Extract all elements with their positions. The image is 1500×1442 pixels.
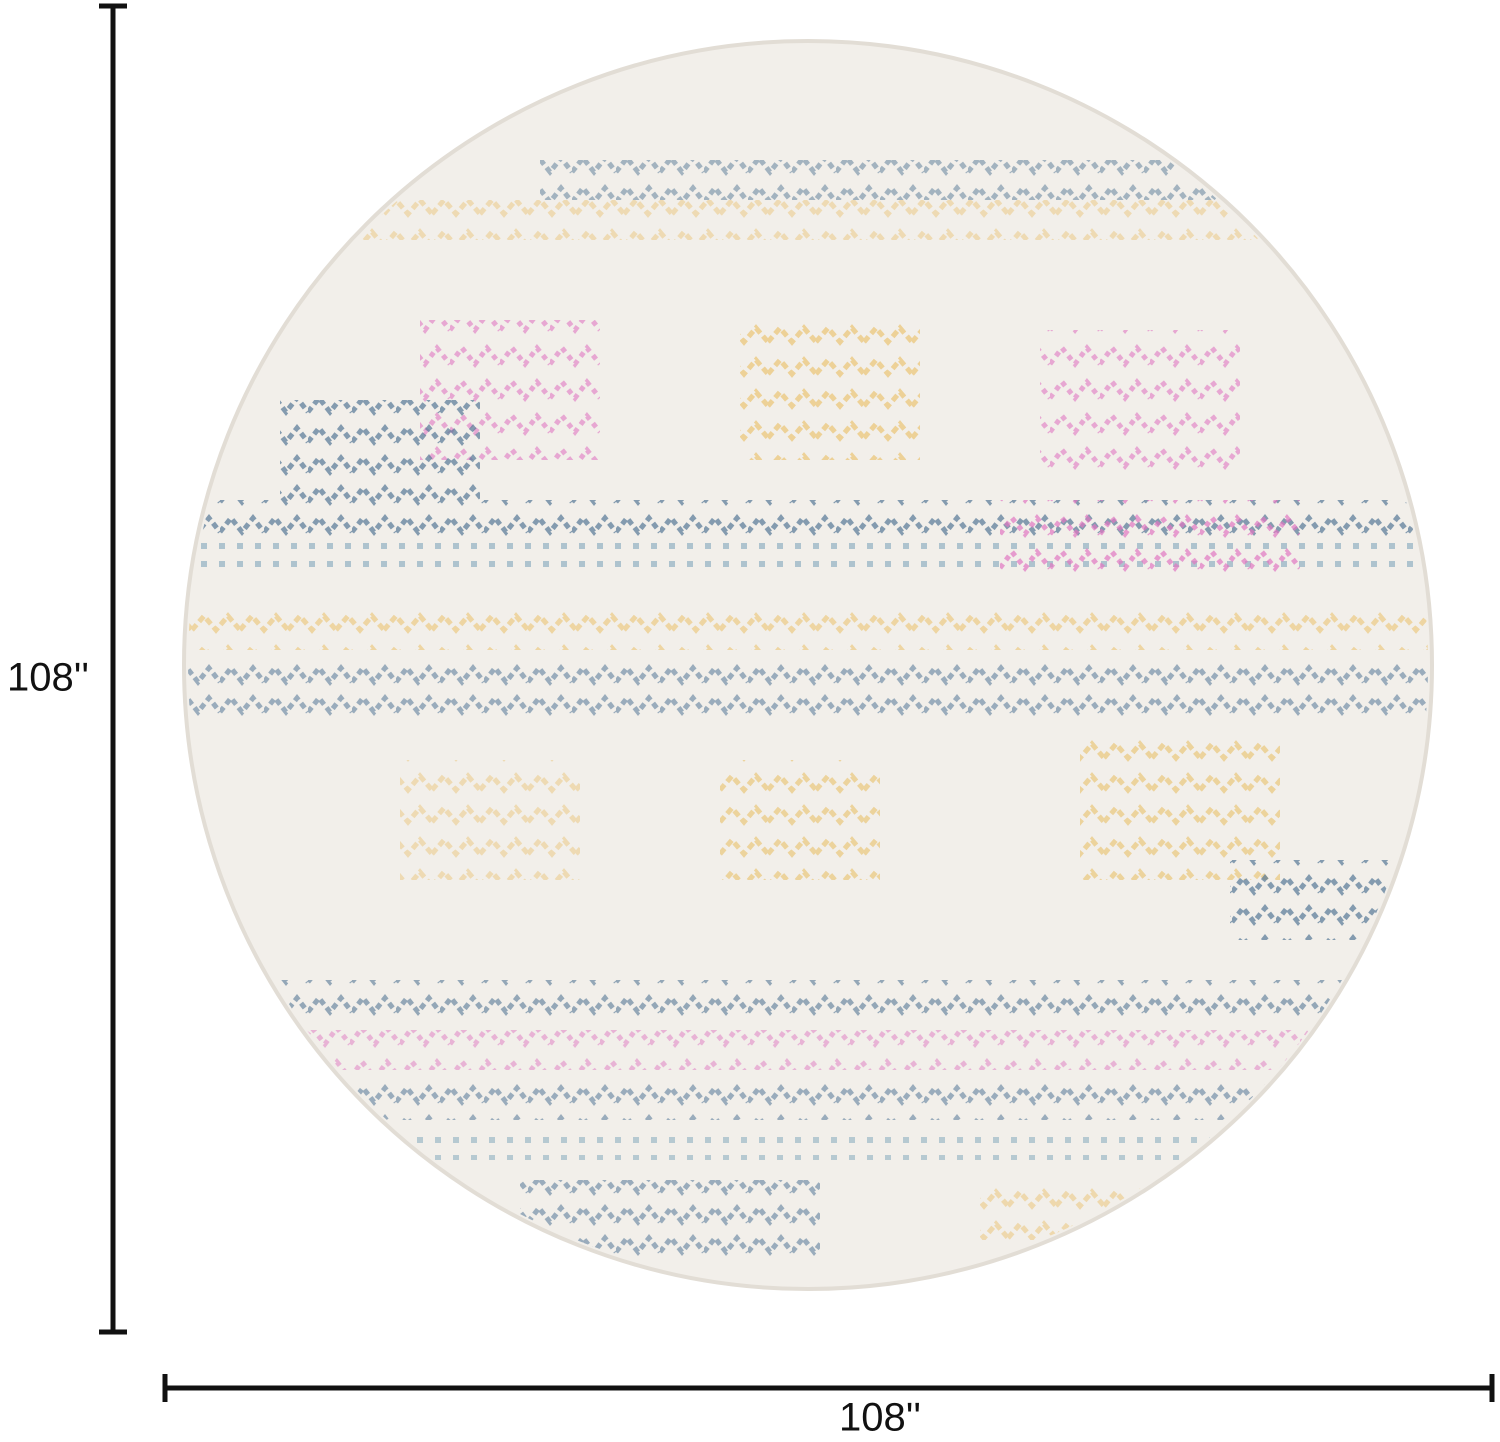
height-label: 108'' — [7, 656, 89, 700]
rug-pattern — [188, 160, 1428, 1260]
width-dimension: 108'' — [162, 1374, 1495, 1440]
width-label: 108'' — [839, 1396, 921, 1440]
height-dimension: 108'' — [7, 3, 127, 1335]
rug — [182, 39, 1434, 1291]
